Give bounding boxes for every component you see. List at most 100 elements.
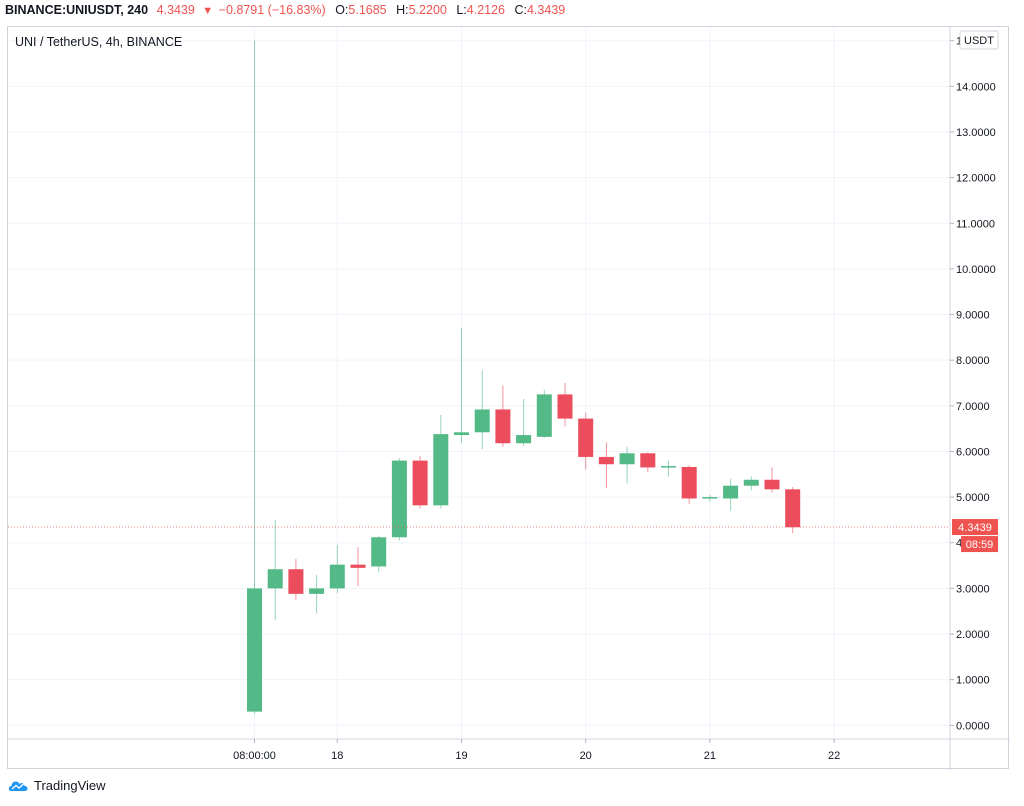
symbol-title[interactable]: BINANCE:UNIUSDT, 240 [5, 3, 149, 17]
candle-body [536, 394, 552, 437]
candle[interactable] [495, 385, 511, 447]
candle[interactable] [288, 558, 304, 600]
last-price-badge: 4.3439 08:59 [952, 519, 998, 553]
price-tick-label: 5.0000 [956, 492, 990, 504]
close-value: 4.3439 [526, 3, 566, 17]
candle-body [267, 569, 283, 589]
price-tick-label: 13.0000 [956, 127, 996, 139]
candlestick-chart[interactable]: 0.00001.00002.00003.00004.00005.00006.00… [8, 27, 1010, 770]
tradingview-footer[interactable]: TradingView [8, 774, 106, 796]
candle-body [433, 434, 449, 506]
candle[interactable] [350, 547, 366, 587]
candle[interactable] [412, 456, 428, 509]
candle[interactable] [785, 487, 801, 534]
time-axis[interactable]: 08:00:00 18 19 20 21 22 [233, 739, 840, 762]
chart-legend: UNI / TetherUS, 4h, BINANCE [15, 35, 182, 49]
open-value: 5.1685 [348, 3, 387, 17]
candle[interactable] [247, 40, 262, 714]
candle[interactable] [640, 452, 656, 472]
price-tick-label: 7.0000 [956, 401, 990, 413]
low-label: L: [456, 3, 467, 17]
time-tick-label: 21 [704, 750, 716, 762]
candle-body [288, 569, 304, 594]
candle-body [619, 453, 635, 465]
price-tick-label: 2.0000 [956, 629, 990, 641]
price-change-value: −0.8791 (−16.83%) [218, 3, 326, 17]
time-tick-label: 19 [455, 750, 467, 762]
candle-body [474, 409, 490, 433]
candle-body [247, 588, 262, 712]
candle-body [661, 466, 676, 468]
candle-body [723, 485, 739, 499]
chart-grid [8, 27, 950, 739]
open-label: O: [335, 3, 349, 17]
candle[interactable] [329, 545, 345, 593]
candle[interactable] [557, 383, 573, 427]
candle-body [598, 456, 614, 465]
last-price-value: 4.3439 [156, 3, 195, 17]
candle[interactable] [578, 412, 594, 470]
candle[interactable] [536, 389, 552, 438]
candle[interactable] [764, 467, 780, 493]
countdown-badge-label: 08:59 [966, 539, 994, 551]
price-tick-label: 10.0000 [956, 264, 996, 276]
candle-body [743, 479, 759, 486]
candle[interactable] [743, 476, 759, 491]
candle[interactable] [681, 465, 697, 504]
candle[interactable] [661, 460, 676, 477]
time-tick-label: 20 [580, 750, 592, 762]
candle[interactable] [391, 458, 407, 541]
chart-frame: 0.00001.00002.00003.00004.00005.00006.00… [7, 26, 1010, 770]
down-arrow-icon: ▼ [202, 5, 214, 17]
price-tick-label: 14.0000 [956, 81, 996, 93]
time-tick-label: 08:00:00 [233, 750, 276, 762]
candle-body [371, 537, 387, 567]
price-tick-label: 8.0000 [956, 355, 990, 367]
candle[interactable] [723, 478, 739, 511]
candle-body [681, 466, 697, 499]
price-tick-label: 9.0000 [956, 310, 990, 322]
time-tick-label: 18 [331, 750, 343, 762]
candle-body [578, 418, 594, 457]
candle[interactable] [454, 328, 469, 443]
tradingview-logo-icon [8, 781, 28, 791]
candle-body [412, 460, 428, 506]
tradingview-brand: TradingView [34, 777, 106, 793]
price-tick-label: 0.0000 [956, 720, 990, 732]
price-tick-label: 12.0000 [956, 173, 996, 185]
candle-body [764, 479, 780, 490]
candle-body [702, 497, 718, 499]
candle[interactable] [702, 494, 718, 502]
high-value: 5.2200 [408, 3, 447, 17]
candle[interactable] [474, 370, 490, 450]
candle[interactable] [598, 442, 614, 488]
price-tick-label: 6.0000 [956, 446, 990, 458]
time-tick-label: 22 [828, 750, 840, 762]
candle-body [391, 460, 407, 538]
symbol-header: BINANCE:UNIUSDT, 240 4.3439 ▼ −0.8791 (−… [0, 0, 1024, 22]
candle-body [329, 564, 345, 589]
candle-body [350, 564, 366, 568]
candle[interactable] [371, 535, 387, 573]
candle-body [557, 394, 573, 419]
candle[interactable] [516, 398, 532, 446]
candle[interactable] [619, 446, 635, 484]
candle[interactable] [433, 414, 449, 509]
candle-body [516, 435, 532, 444]
price-tick-label: 1.0000 [956, 675, 990, 687]
price-tick-label: 3.0000 [956, 583, 990, 595]
close-label: C: [514, 3, 527, 17]
currency-button-label: USDT [964, 35, 994, 47]
high-label: H: [396, 3, 409, 17]
low-value: 4.2126 [466, 3, 505, 17]
currency-button[interactable]: USDT [959, 30, 999, 50]
candle-body [495, 409, 511, 444]
candle[interactable] [309, 574, 325, 614]
candle-body [454, 432, 469, 436]
candle-body [309, 588, 325, 594]
candles-layer [247, 40, 801, 714]
candle[interactable] [267, 519, 283, 621]
candle-body [785, 489, 801, 528]
price-axis[interactable]: 0.00001.00002.00003.00004.00005.00006.00… [950, 36, 996, 733]
candle-body [640, 453, 656, 468]
